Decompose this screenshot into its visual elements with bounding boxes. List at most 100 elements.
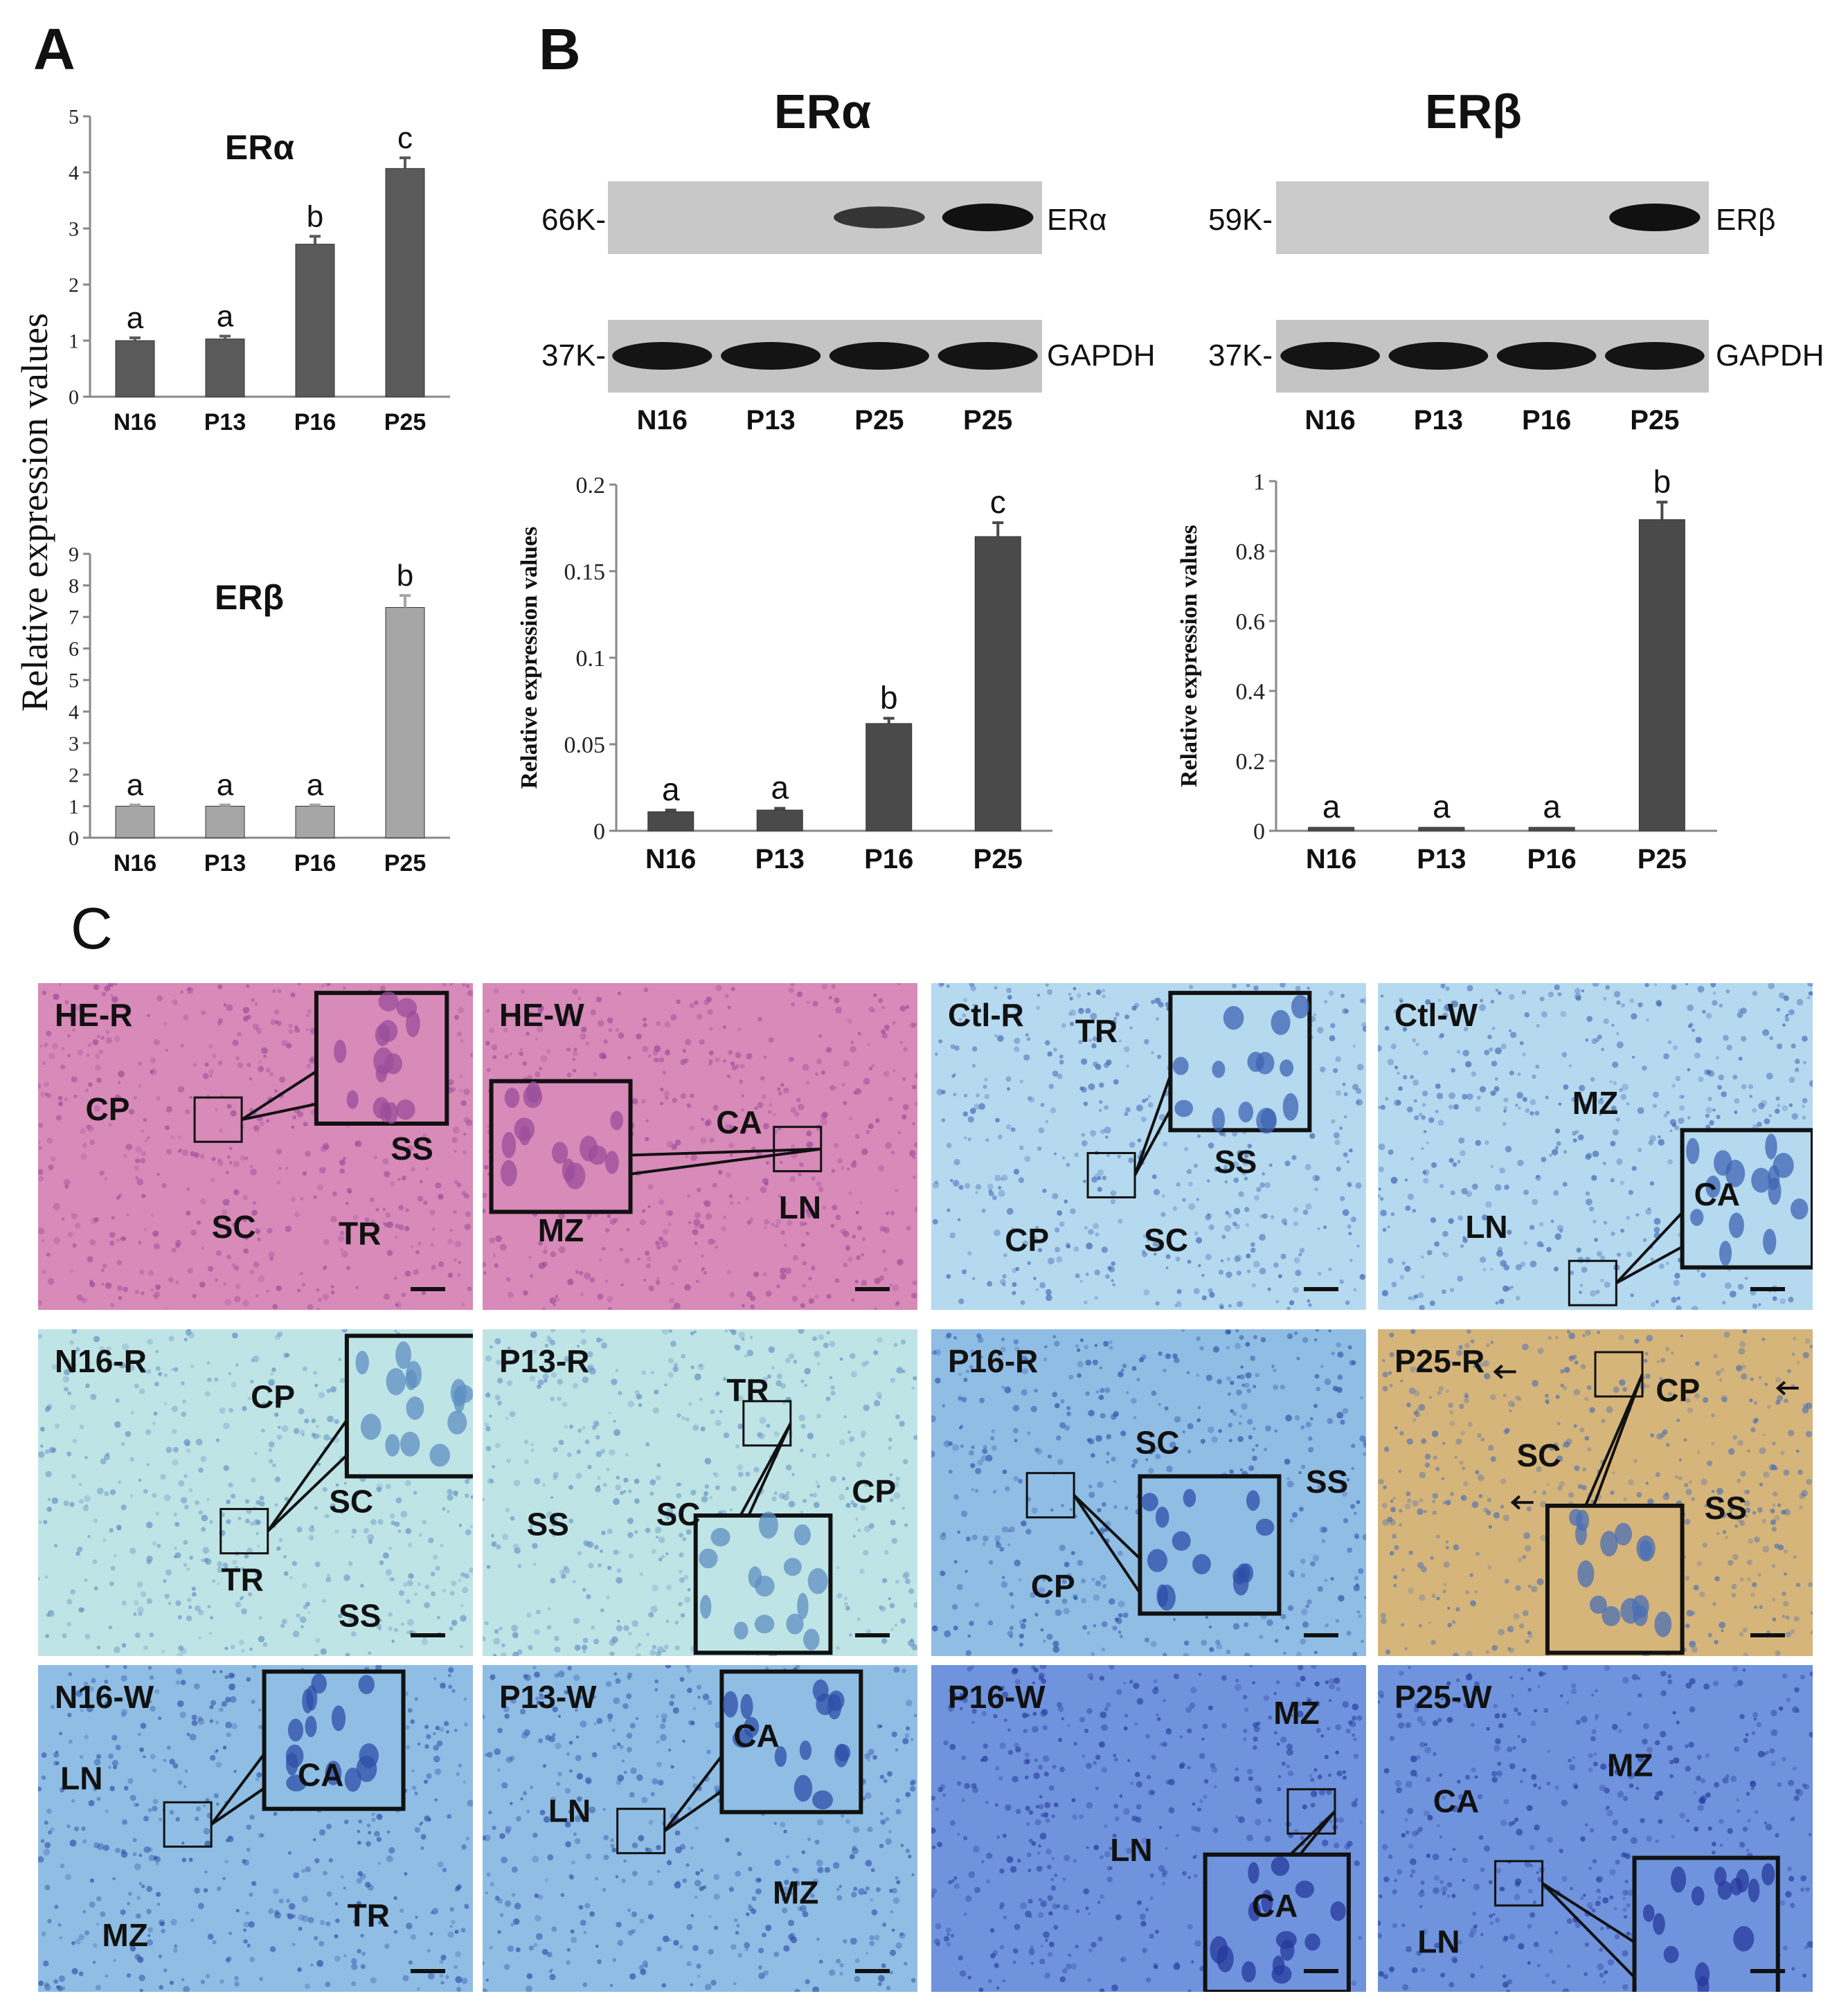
cell-nucleus xyxy=(205,1798,210,1803)
cell-nucleus xyxy=(105,1037,112,1044)
cell-nucleus xyxy=(566,1048,571,1052)
cell-nucleus xyxy=(1671,1297,1677,1303)
cell-nucleus xyxy=(1594,1237,1598,1242)
cell-nucleus xyxy=(1579,1085,1586,1092)
cell-nucleus xyxy=(667,1223,672,1226)
cell-nucleus xyxy=(798,1173,802,1177)
cell-nucleus xyxy=(984,1077,988,1082)
cell-nucleus xyxy=(901,1114,907,1120)
cell-nucleus xyxy=(1510,1286,1514,1289)
cell-nucleus xyxy=(1440,983,1446,989)
cell-nucleus xyxy=(189,1096,193,1099)
cell-nucleus xyxy=(447,1088,454,1094)
cell-nucleus xyxy=(1586,1152,1593,1159)
cell-nucleus xyxy=(566,1072,572,1078)
cell-nucleus xyxy=(1165,1266,1169,1270)
cell-nucleus xyxy=(607,1306,613,1310)
cell-nucleus xyxy=(953,1626,958,1630)
cell-nucleus xyxy=(343,1156,346,1160)
cell-nucleus xyxy=(688,1402,692,1406)
cell-nucleus xyxy=(173,1555,177,1558)
cell-nucleus xyxy=(112,1877,116,1880)
cell-nucleus xyxy=(814,1294,820,1300)
cell-nucleus xyxy=(84,1578,88,1582)
cell-nucleus xyxy=(1762,1433,1766,1437)
cell-nucleus xyxy=(1432,1500,1436,1504)
cell-nucleus xyxy=(411,1934,416,1940)
cell-nucleus xyxy=(1247,1419,1253,1425)
cell-nucleus xyxy=(367,1534,375,1541)
cell-nucleus xyxy=(334,1419,339,1424)
cell-nucleus xyxy=(1650,1433,1654,1437)
cell-nucleus xyxy=(780,1230,785,1235)
cell-nucleus xyxy=(1448,1403,1453,1408)
cell-nucleus xyxy=(84,1504,88,1507)
cell-nucleus xyxy=(499,1626,503,1630)
cell-nucleus xyxy=(577,997,581,1000)
cell-nucleus xyxy=(48,1830,52,1835)
cell-nucleus xyxy=(1525,1639,1529,1644)
cell-nucleus xyxy=(1794,1059,1800,1064)
cell-nucleus xyxy=(1784,1572,1787,1576)
cell-nucleus xyxy=(85,1383,90,1388)
cell-nucleus xyxy=(1111,1279,1114,1282)
cell-nucleus xyxy=(226,1732,231,1738)
cell-nucleus xyxy=(487,1478,493,1484)
cell-nucleus xyxy=(847,1167,850,1171)
y-tick-label: 0.1 xyxy=(576,646,606,672)
cell-nucleus xyxy=(105,1030,110,1034)
cell-nucleus xyxy=(1001,1576,1005,1579)
cell-nucleus xyxy=(1535,1064,1540,1069)
cell-nucleus xyxy=(830,1385,835,1390)
cell-nucleus xyxy=(263,1054,267,1058)
inset-nucleus xyxy=(699,1548,718,1569)
bar xyxy=(865,723,913,831)
cell-nucleus xyxy=(1295,985,1301,991)
cell-nucleus xyxy=(668,1329,672,1333)
cell-nucleus xyxy=(93,1216,99,1223)
cell-nucleus xyxy=(872,1009,876,1013)
cell-nucleus xyxy=(1509,993,1515,1000)
bar xyxy=(205,339,245,397)
cell-nucleus xyxy=(57,1986,64,1992)
micrograph-title: HE-R xyxy=(55,997,132,1033)
cell-nucleus xyxy=(572,1383,578,1389)
cell-nucleus xyxy=(665,1552,669,1556)
cell-nucleus xyxy=(674,1363,679,1367)
cell-nucleus xyxy=(1737,1012,1743,1018)
cell-nucleus xyxy=(1356,1244,1360,1248)
cell-nucleus xyxy=(44,1093,48,1096)
cell-nucleus xyxy=(150,1070,154,1074)
cell-nucleus xyxy=(228,1372,231,1376)
cell-nucleus xyxy=(384,1222,389,1228)
cell-nucleus xyxy=(315,1637,321,1643)
cell-nucleus xyxy=(513,1480,521,1486)
cell-nucleus xyxy=(847,1430,851,1434)
cell-nucleus xyxy=(1793,1616,1800,1622)
cell-nucleus xyxy=(982,1448,988,1455)
cell-nucleus xyxy=(1387,1225,1390,1229)
cell-nucleus xyxy=(975,1184,982,1190)
cell-nucleus xyxy=(1334,1140,1340,1145)
y-tick-label: 6 xyxy=(69,638,79,660)
cell-nucleus xyxy=(1122,1612,1129,1618)
cell-nucleus xyxy=(276,1435,282,1440)
cell-nucleus xyxy=(120,1909,126,1916)
cell-nucleus xyxy=(687,1588,691,1592)
cell-nucleus xyxy=(351,1981,357,1986)
cell-nucleus xyxy=(406,1580,413,1587)
cell-nucleus xyxy=(106,1346,111,1351)
cell-nucleus xyxy=(388,1547,393,1550)
cell-nucleus xyxy=(1404,1647,1408,1651)
micrograph-p13-r: P13-R TR CP SC SS xyxy=(483,1329,917,1656)
cell-nucleus xyxy=(1620,1094,1627,1100)
cell-nucleus xyxy=(737,1464,743,1471)
bar xyxy=(756,809,803,831)
cell-nucleus xyxy=(171,1405,178,1412)
cell-nucleus xyxy=(643,1023,647,1027)
cell-nucleus xyxy=(508,1291,514,1298)
cell-nucleus xyxy=(1040,1103,1045,1107)
cell-nucleus xyxy=(47,1403,53,1410)
cell-nucleus xyxy=(1684,1482,1689,1488)
cell-nucleus xyxy=(246,1677,251,1682)
